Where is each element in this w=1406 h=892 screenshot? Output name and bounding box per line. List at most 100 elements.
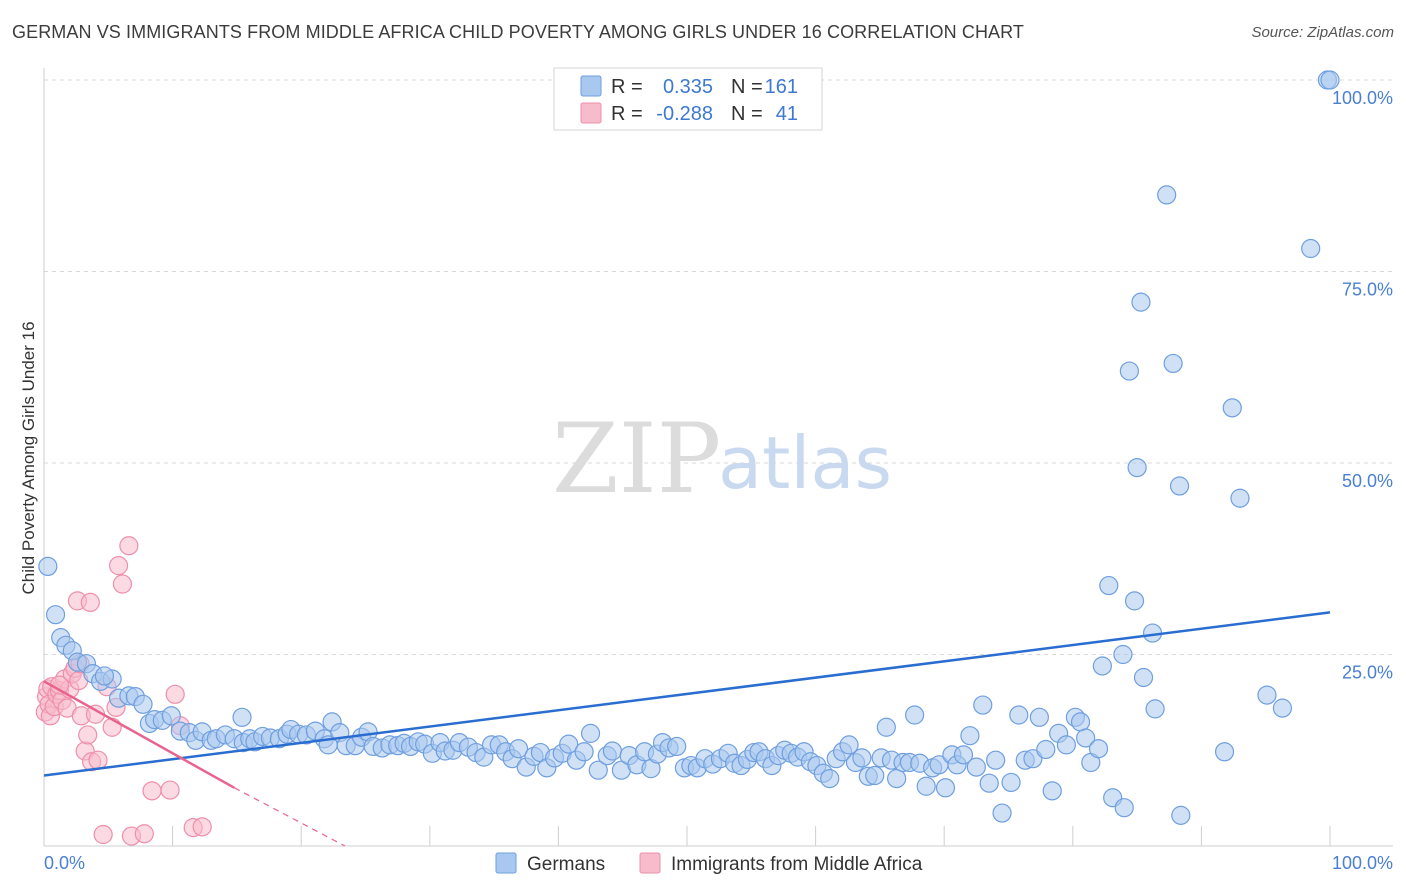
germans-series-points: [38, 70, 1340, 825]
immigrants-point-34: [160, 780, 180, 800]
legend-swatch-germans: [580, 75, 602, 97]
legend-n-value-germans: 161: [765, 76, 798, 98]
germans-point-160: [1119, 361, 1139, 381]
y-tick-label-25: 25.0%: [1342, 663, 1393, 683]
germans-point-142: [1009, 705, 1029, 725]
immigrants-point-18: [78, 725, 98, 745]
germans-point-165: [1145, 699, 1165, 719]
germans-point-119: [865, 765, 885, 786]
germans-point-121: [876, 717, 896, 737]
germans-point-170: [1157, 185, 1177, 205]
bottom-legend-swatch-germans: [495, 852, 517, 874]
immigrants-point-22: [93, 824, 113, 845]
germans-point-178: [1320, 70, 1340, 90]
germans-point-162: [1092, 656, 1112, 676]
germans-point-14: [133, 694, 153, 714]
germans-point-126: [905, 705, 925, 725]
germans-point-152: [1076, 728, 1096, 748]
x-tick-label-min: 0.0%: [44, 853, 85, 873]
germans-point-141: [1001, 772, 1021, 793]
immigrants-trend-line: [43, 680, 235, 789]
germans-point-77: [580, 723, 601, 743]
germans-point-173: [1230, 488, 1250, 508]
germans-point-158: [1124, 591, 1145, 611]
germans-point-1: [45, 605, 66, 625]
germans-point-139: [986, 750, 1006, 770]
germans-point-175: [1272, 698, 1293, 718]
germans-point-161: [1131, 292, 1151, 312]
y-tick-label-50: 50.0%: [1342, 471, 1393, 491]
germans-point-176: [1301, 238, 1321, 259]
germans-point-159: [1133, 667, 1154, 688]
germans-point-140: [992, 803, 1012, 823]
germans-point-29: [232, 707, 252, 727]
germans-point-167: [1163, 353, 1183, 374]
bottom-legend-swatch-immigrants: [639, 852, 661, 874]
germans-point-164: [1127, 457, 1147, 478]
germans-point-145: [1029, 707, 1049, 727]
grid: [44, 79, 1393, 655]
legend-n-value-immigrants: 41: [776, 103, 798, 125]
y-tick-label-75: 75.0%: [1342, 280, 1393, 300]
germans-point-149: [1056, 735, 1076, 755]
germans-point-154: [1088, 739, 1109, 759]
germans-point-112: [820, 768, 840, 789]
germans-point-74: [559, 734, 579, 754]
germans-point-157: [1099, 575, 1119, 596]
watermark: ZIP atlas: [552, 403, 892, 515]
bottom-legend-label-germans: Germans: [527, 854, 605, 875]
germans-point-136: [966, 757, 986, 777]
germans-point-171: [1214, 742, 1235, 762]
germans-point-76: [574, 742, 594, 762]
x-tick-label-max: 100.0%: [1332, 853, 1393, 873]
legend-r-label-germans: R =: [611, 76, 643, 98]
germans-point-134: [953, 745, 974, 765]
germans-point-137: [973, 695, 993, 715]
immigrants-point-32: [134, 824, 154, 844]
germans-point-169: [1171, 805, 1191, 825]
germans-point-10: [94, 666, 115, 686]
immigrants-point-27: [119, 536, 139, 556]
germans-point-168: [1169, 476, 1190, 496]
watermark-atlas: atlas: [718, 421, 892, 505]
germans-point-115: [839, 735, 859, 755]
chart-title: GERMAN VS IMMIGRANTS FROM MIDDLE AFRICA …: [12, 22, 1025, 42]
y-tick-labels: 25.0% 50.0% 75.0% 100.0%: [1332, 88, 1393, 683]
correlation-legend: R = 0.335 N = 161 R = -0.288 N = 41: [553, 67, 823, 131]
immigrants-point-26: [112, 574, 133, 594]
legend-n-label-germans: N =: [731, 76, 763, 98]
germans-point-172: [1222, 398, 1242, 418]
bottom-legend-label-immigrants: Immigrants from Middle Africa: [671, 854, 923, 875]
watermark-zip: ZIP: [552, 403, 721, 515]
germans-point-151: [1070, 712, 1091, 732]
germans-point-174: [1257, 685, 1277, 705]
germans-point-89: [667, 736, 687, 757]
immigrants-point-38: [192, 817, 212, 837]
germans-point-18: [161, 706, 181, 726]
germans-point-147: [1042, 781, 1062, 801]
legend-n-label-immigrants: N =: [731, 103, 763, 125]
immigrants-point-29: [80, 592, 100, 613]
germans-point-117: [852, 748, 872, 768]
germans-point-135: [960, 726, 980, 746]
immigrants-trend-extension: [234, 787, 346, 847]
germans-point-80: [602, 741, 623, 761]
germans-point-123: [887, 768, 907, 789]
germans-point-138: [979, 773, 999, 793]
legend-r-value-immigrants: -0.288: [656, 103, 713, 125]
immigrants-point-35: [165, 684, 185, 704]
immigrants-point-21: [88, 750, 108, 770]
germans-point-78: [588, 760, 608, 780]
germans-point-163: [1113, 644, 1133, 665]
legend-swatch-immigrants: [580, 102, 602, 124]
immigrants-point-30: [108, 556, 129, 576]
y-tick-label-100: 100.0%: [1332, 88, 1393, 108]
germans-point-156: [1114, 798, 1134, 818]
series-legend: Germans Immigrants from Middle Africa: [495, 852, 923, 875]
germans-trend-line: [43, 611, 1331, 777]
immigrants-point-24: [102, 717, 122, 737]
germans-point-128: [916, 776, 936, 796]
germans-point-131: [935, 778, 956, 798]
germans-point-67: [508, 739, 529, 759]
